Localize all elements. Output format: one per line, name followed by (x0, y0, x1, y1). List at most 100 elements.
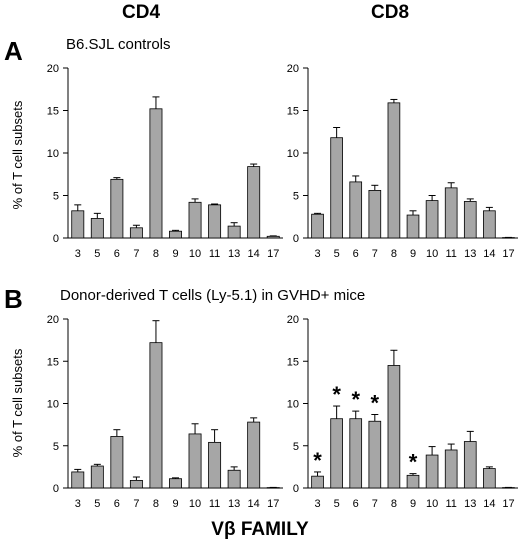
bar-vb6 (349, 181, 363, 239)
y-tick-label: 5 (293, 191, 299, 203)
bar-vb5 (90, 465, 104, 489)
x-tick-label: 11 (209, 248, 220, 260)
y-tick-label: 15 (47, 356, 59, 368)
y-tick-label: 10 (287, 148, 299, 160)
x-tick-label: 14 (248, 248, 260, 260)
column-header-cd8: CD8 (371, 2, 410, 23)
bar-vb14 (247, 421, 261, 489)
x-tick-label: 11 (209, 498, 220, 510)
bar-vb14 (247, 166, 261, 239)
bar-vb10 (188, 201, 202, 239)
x-tick-label: 5 (334, 498, 340, 510)
x-tick-label: 10 (426, 248, 438, 260)
bar-vb3 (311, 213, 324, 239)
significance-asterisk: * (409, 450, 418, 475)
y-tick-label: 0 (53, 483, 59, 495)
bar-vb5 (330, 418, 343, 489)
y-tick-label: 0 (293, 233, 299, 245)
significance-asterisk: * (313, 448, 322, 473)
bar-vb17 (266, 235, 280, 239)
panel-b-title: Donor-derived T cells (Ly-5.1) in GVHD+ … (60, 287, 366, 304)
bar-vb8 (387, 102, 401, 239)
y-tick-label: 5 (53, 191, 59, 203)
x-tick-label: 17 (267, 498, 279, 510)
chart-panel-b-cd4: 0 5 10 15 20 % of T cell subsets 3 5 6 7 8 9 10 11 13 1… (10, 314, 283, 510)
x-tick-label: 17 (502, 248, 514, 260)
significance-asterisk: * (351, 387, 360, 412)
y-tick-label: 10 (47, 148, 59, 160)
bar-vb9 (406, 474, 420, 489)
x-tick-label: 7 (133, 248, 139, 260)
bar-vb6 (110, 436, 124, 489)
y-tick-label: 0 (53, 233, 59, 245)
x-tick-label: 14 (248, 498, 260, 510)
y-tick-label: 20 (287, 314, 299, 326)
x-tick-label: 6 (114, 248, 120, 260)
x-tick-label: 14 (483, 498, 495, 510)
bar-vb11 (444, 449, 458, 489)
bar-vb10 (188, 433, 202, 489)
bar-vb11 (208, 441, 222, 489)
y-axis-title: % of T cell subsets (10, 348, 25, 457)
significance-asterisk: * (332, 382, 341, 407)
x-tick-label: 10 (189, 498, 201, 510)
bar-vb10 (425, 454, 439, 489)
bar-vb11 (444, 187, 458, 239)
bar-vb13 (463, 201, 477, 239)
bar-vb7 (129, 479, 143, 489)
bar-vb7 (129, 227, 143, 239)
x-tick-label: 8 (153, 498, 159, 510)
bar-vb7 (368, 189, 382, 239)
y-tick-label: 15 (47, 106, 59, 118)
chart-panel-a-cd8: 0 5 10 15 20 3 5 6 7 8 9 10 11 13 14 17 (287, 63, 518, 260)
x-tick-label: 6 (353, 498, 359, 510)
y-tick-label: 0 (293, 483, 299, 495)
y-tick-label: 5 (53, 441, 59, 453)
bar-vb8 (149, 342, 163, 489)
bar-vb8 (149, 108, 163, 239)
bar-vb13 (463, 441, 477, 489)
x-tick-label: 5 (94, 498, 100, 510)
bar-vb10 (425, 200, 439, 239)
bar-vb13 (227, 469, 241, 489)
y-tick-label: 10 (287, 399, 299, 411)
significance-asterisk: * (371, 390, 380, 415)
bar-vb9 (169, 230, 182, 239)
x-tick-label: 17 (267, 248, 279, 260)
y-tick-label: 15 (287, 356, 299, 368)
bar-vb3 (71, 471, 85, 489)
bar-vb6 (349, 418, 363, 489)
bar-vb5 (90, 218, 104, 239)
x-tick-label: 13 (228, 248, 240, 260)
x-tick-label: 6 (353, 248, 359, 260)
x-tick-label: 8 (391, 248, 397, 260)
bar-vb9 (406, 214, 420, 239)
x-tick-label: 5 (94, 248, 100, 260)
x-tick-label: 3 (75, 248, 81, 260)
chart-panel-b-cd8: 0 5 10 15 20 3 * 5 * 6 * 7 * 8 9 * 10 11 13 14 17 (287, 314, 518, 510)
x-tick-label: 10 (426, 498, 438, 510)
panel-a-title: B6.SJL controls (66, 36, 171, 53)
bar-vb9 (169, 478, 182, 489)
x-tick-label: 13 (464, 498, 476, 510)
x-tick-label: 9 (410, 498, 416, 510)
x-tick-label: 8 (153, 248, 159, 260)
x-tick-label: 10 (189, 248, 201, 260)
x-tick-label: 13 (464, 248, 476, 260)
y-tick-label: 10 (47, 399, 59, 411)
bar-vb14 (483, 210, 496, 239)
x-tick-label: 9 (172, 498, 178, 510)
x-tick-label: 3 (314, 498, 320, 510)
bar-vb7 (368, 420, 382, 489)
y-tick-label: 5 (293, 441, 299, 453)
bar-vb8 (387, 365, 401, 489)
y-tick-label: 20 (287, 63, 299, 75)
x-tick-label: 6 (114, 498, 120, 510)
bar-vb3 (311, 475, 324, 489)
x-tick-label: 11 (445, 248, 456, 260)
x-tick-label: 17 (502, 498, 514, 510)
x-tick-label: 11 (445, 498, 456, 510)
y-tick-label: 20 (47, 314, 59, 326)
x-tick-label: 5 (334, 248, 340, 260)
